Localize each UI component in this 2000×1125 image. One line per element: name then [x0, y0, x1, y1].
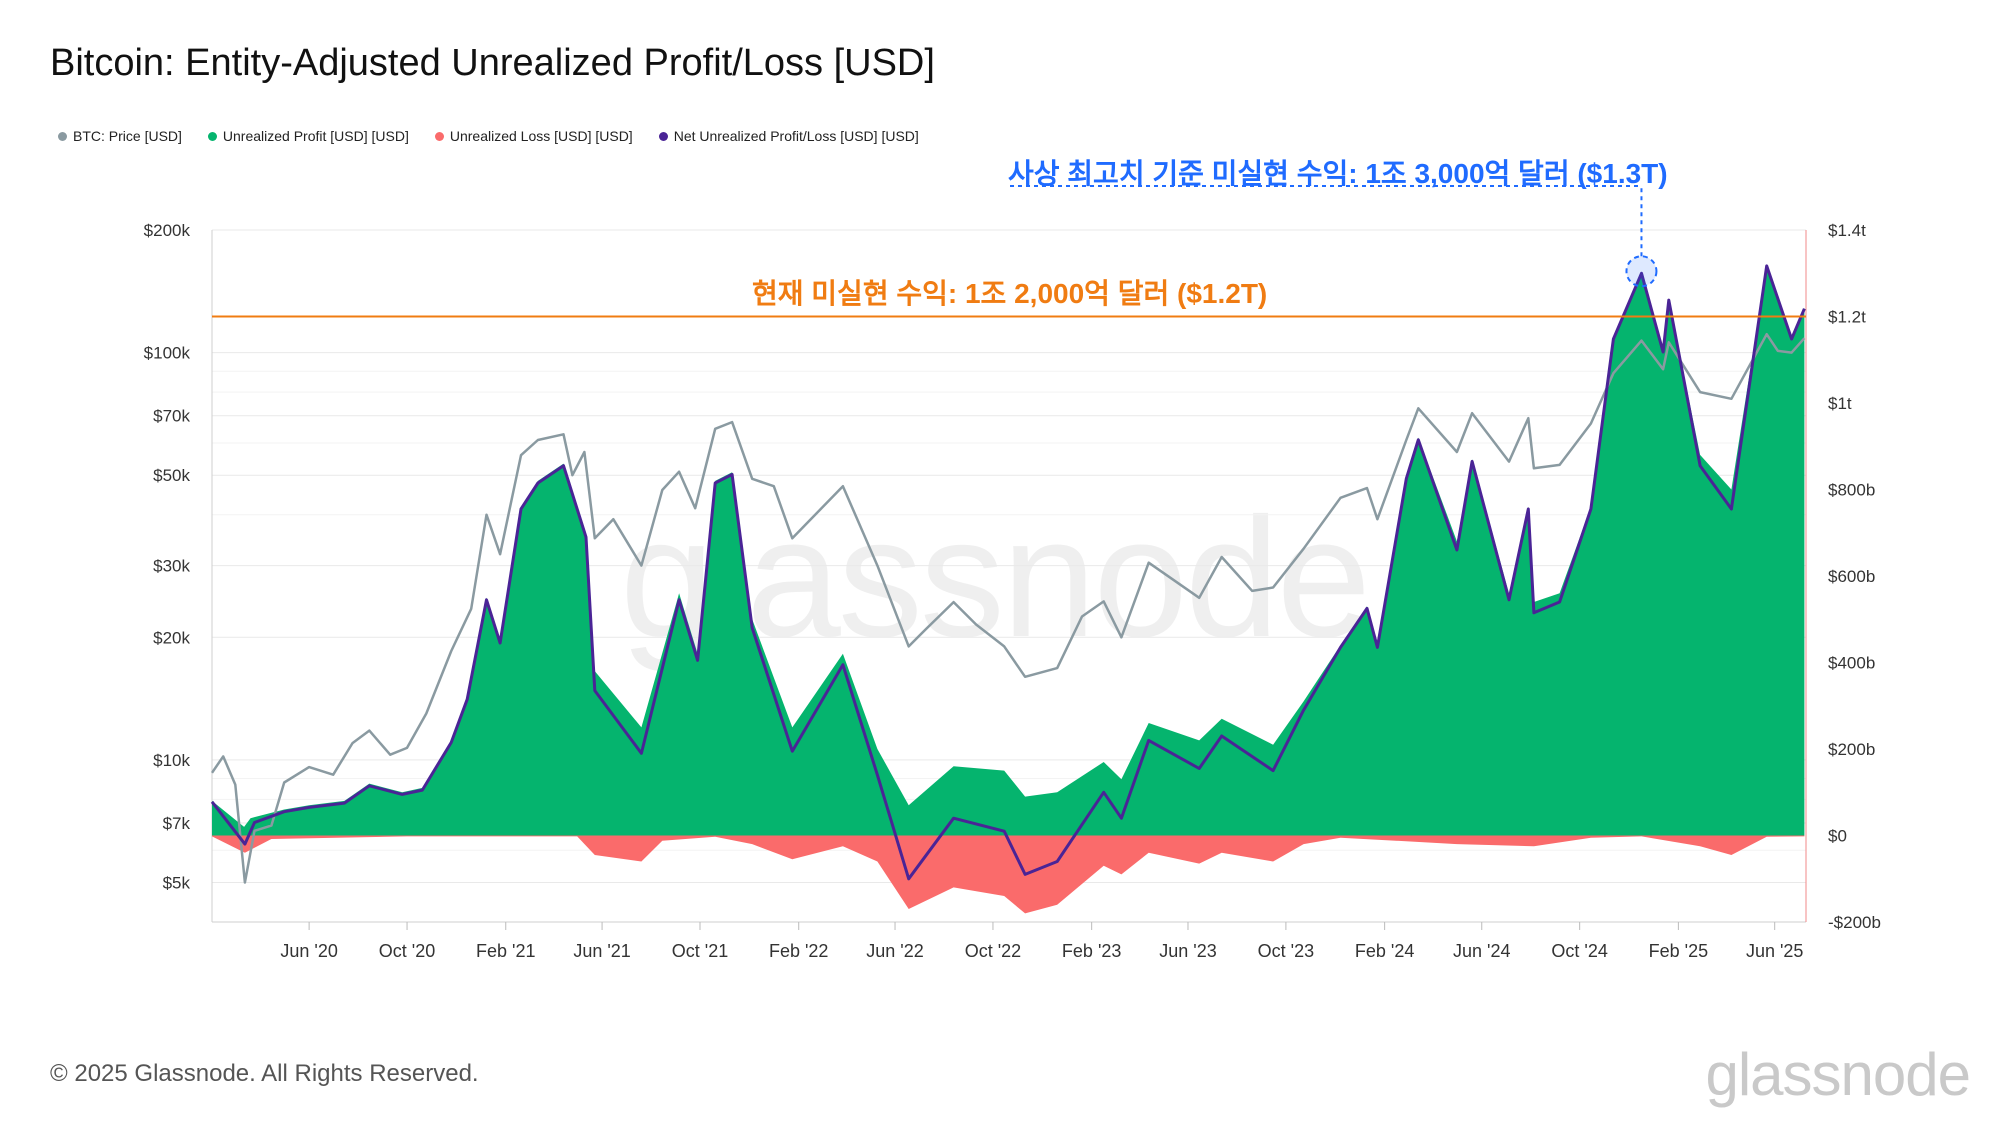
- y-right-tick-label: $1.4t: [1828, 221, 1866, 240]
- ath-annotation: 사상 최고치 기준 미실현 수익: 1조 3,000억 달러 ($1.3T): [1008, 158, 1668, 189]
- legend-item-price[interactable]: BTC: Price [USD]: [58, 128, 182, 144]
- x-tick-label: Jun '25: [1746, 941, 1803, 961]
- x-tick-label: Feb '21: [476, 941, 535, 961]
- legend-item-net[interactable]: Net Unrealized Profit/Loss [USD] [USD]: [658, 128, 919, 144]
- y-left-tick-label: $7k: [163, 814, 191, 833]
- legend-label-loss: Unrealized Loss [USD] [USD]: [449, 128, 633, 144]
- y-right-tick-label: $400b: [1828, 654, 1875, 673]
- legend-item-profit[interactable]: Unrealized Profit [USD] [USD]: [207, 128, 409, 144]
- x-tick-label: Oct '21: [672, 941, 728, 961]
- legend-dot-net: [658, 131, 668, 141]
- x-tick-label: Jun '21: [573, 941, 630, 961]
- legend-dot-profit: [207, 131, 217, 141]
- x-tick-label: Oct '23: [1258, 941, 1314, 961]
- x-tick-label: Feb '24: [1355, 941, 1414, 961]
- y-right-tick-label: $800b: [1828, 481, 1875, 500]
- x-tick-label: Jun '22: [866, 941, 923, 961]
- current-annotation: 현재 미실현 수익: 1조 2,000억 달러 ($1.2T): [752, 278, 1268, 309]
- x-tick-label: Feb '23: [1062, 941, 1121, 961]
- legend-dot-price: [58, 131, 67, 141]
- net-unrealized-pl-line: [210, 264, 1806, 881]
- x-tick-label: Oct '22: [965, 941, 1021, 961]
- chart-title: Bitcoin: Entity-Adjusted Unrealized Prof…: [50, 42, 935, 84]
- x-tick-label: Jun '20: [280, 941, 337, 961]
- y-right-tick-label: $600b: [1828, 567, 1875, 586]
- x-tick-label: Oct '20: [379, 941, 435, 961]
- y-right-tick-label: $1t: [1828, 394, 1852, 413]
- unrealized-loss-area: [212, 835, 1805, 914]
- legend-item-loss[interactable]: Unrealized Loss [USD] [USD]: [434, 128, 633, 144]
- legend-label-price: BTC: Price [USD]: [73, 128, 182, 144]
- y-left-tick-label: $100k: [144, 344, 191, 363]
- y-left-tick-label: $30k: [153, 557, 190, 576]
- legend-label-net: Net Unrealized Profit/Loss [USD] [USD]: [673, 128, 919, 144]
- chart-legend: BTC: Price [USD] Unrealized Profit [USD]…: [58, 128, 919, 144]
- ath-marker: [1625, 255, 1658, 288]
- y-left-tick-label: $200k: [144, 221, 191, 240]
- legend-label-profit: Unrealized Profit [USD] [USD]: [222, 128, 409, 144]
- y-right-tick-label: -$200b: [1828, 913, 1881, 932]
- legend-dot-loss: [434, 131, 444, 141]
- x-tick-label: Oct '24: [1551, 941, 1607, 961]
- x-tick-label: Feb '25: [1649, 941, 1708, 961]
- btc-price-line: [210, 332, 1806, 884]
- y-left-tick-label: $70k: [153, 407, 190, 426]
- y-right-tick-label: $1.2t: [1828, 308, 1866, 327]
- unrealized-profit-area: [212, 264, 1805, 836]
- y-left-tick-label: $10k: [153, 751, 190, 770]
- x-tick-label: Jun '23: [1159, 941, 1216, 961]
- y-left-tick-label: $5k: [163, 874, 191, 893]
- x-tick-label: Jun '24: [1453, 941, 1510, 961]
- y-right-tick-label: $0: [1828, 827, 1847, 846]
- y-right-tick-label: $200b: [1828, 740, 1875, 759]
- y-left-tick-label: $50k: [153, 466, 190, 485]
- copyright-footer: © 2025 Glassnode. All Rights Reserved.: [50, 1060, 479, 1087]
- y-left-tick-label: $20k: [153, 628, 190, 647]
- brand-logo: glassnode: [1705, 1041, 1971, 1108]
- x-tick-label: Feb '22: [769, 941, 828, 961]
